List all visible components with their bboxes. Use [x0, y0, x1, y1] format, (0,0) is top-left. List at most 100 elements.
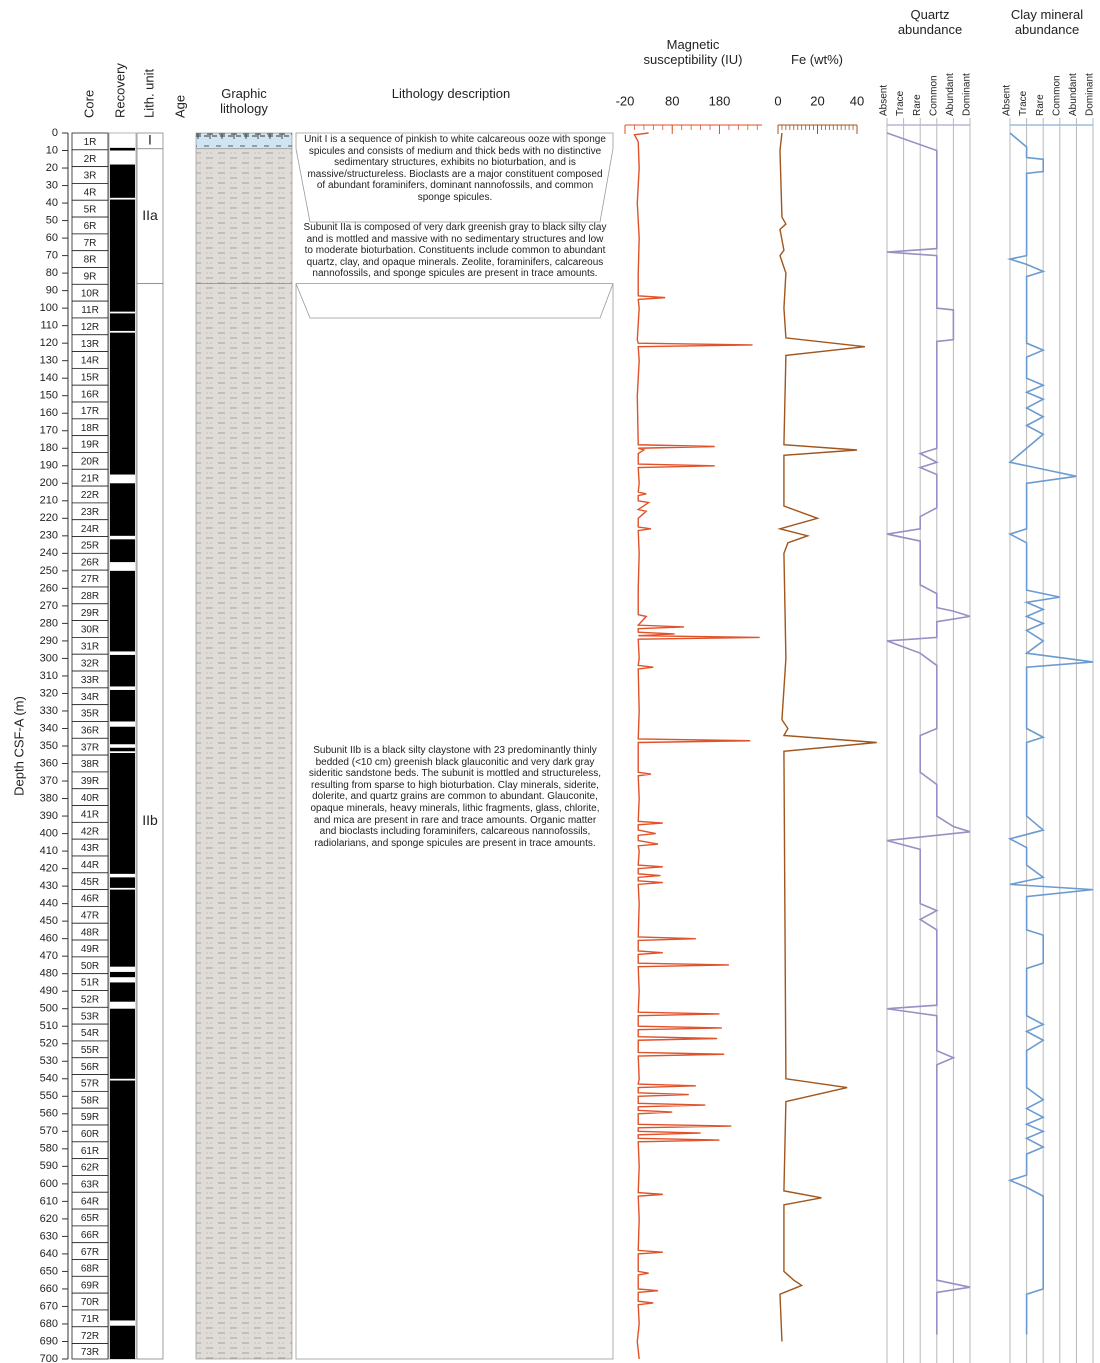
x-tick-label: Rare — [912, 94, 923, 116]
core-label: 37R — [81, 742, 99, 753]
y-tick-label: 270 — [40, 600, 58, 612]
core-label: 27R — [81, 574, 99, 585]
core-label: 68R — [81, 1264, 99, 1275]
log-line — [633, 132, 760, 1360]
core-label: 69R — [81, 1280, 99, 1291]
lith-unit-label: IIa — [142, 207, 158, 223]
recovery-bar — [110, 570, 135, 652]
recovery-bar — [110, 753, 135, 874]
core-label: 21R — [81, 473, 99, 484]
core-label: 53R — [81, 1011, 99, 1022]
core-label: 19R — [81, 440, 99, 451]
core-label: 65R — [81, 1213, 99, 1224]
y-tick-label: 0 — [52, 127, 58, 139]
y-tick-label: 140 — [40, 372, 58, 384]
recovery-bar — [110, 313, 135, 331]
column-header: Recovery — [112, 63, 127, 118]
x-tick-label: Dominant — [1085, 73, 1096, 116]
core-label: 30R — [81, 625, 99, 636]
core-label: 41R — [81, 810, 99, 821]
core-label: 46R — [81, 894, 99, 905]
core-label: 23R — [81, 507, 99, 518]
core-label: 16R — [81, 389, 99, 400]
y-tick-label: 560 — [40, 1108, 58, 1120]
y-tick-label: 230 — [40, 530, 58, 542]
core-label: 42R — [81, 826, 99, 837]
recovery-bar — [110, 982, 135, 1002]
y-tick-label: 300 — [40, 652, 58, 664]
core-label: 44R — [81, 860, 99, 871]
core-label: 25R — [81, 541, 99, 552]
core-label: 14R — [81, 356, 99, 367]
x-tick-label: -20 — [616, 93, 635, 108]
recovery-bar — [110, 654, 135, 687]
core-label: 18R — [81, 423, 99, 434]
lithology-pattern — [196, 133, 292, 149]
lith-unit — [136, 283, 164, 1360]
y-tick-label: 650 — [40, 1265, 58, 1277]
y-tick-label: 110 — [40, 320, 58, 332]
y-tick-label: 480 — [40, 968, 58, 980]
core-label: 35R — [81, 709, 99, 720]
lithology-pattern — [196, 283, 292, 1360]
y-tick-label: 550 — [40, 1090, 58, 1102]
y-tick-label: 40 — [46, 197, 58, 209]
graphic-header: Graphic lithology — [220, 86, 268, 116]
recovery-bar — [110, 1008, 135, 1079]
y-tick-label: 520 — [40, 1038, 58, 1050]
recovery-bar — [110, 147, 135, 151]
y-tick-label: 10 — [46, 144, 58, 156]
core-label: 48R — [81, 927, 99, 938]
lith-unit-label: IIb — [142, 812, 158, 828]
core-label: 60R — [81, 1129, 99, 1140]
core-label: 13R — [81, 339, 99, 350]
core-label: 55R — [81, 1045, 99, 1056]
x-tick-label: Absent — [879, 85, 890, 116]
recovery-bar — [110, 164, 135, 198]
log-line — [886, 132, 971, 1335]
core-label: 11R — [81, 305, 99, 316]
core-label: 50R — [81, 961, 99, 972]
column-header: Lith. unit — [141, 68, 156, 118]
recovery-bar — [110, 747, 135, 752]
recovery-bar — [110, 689, 135, 722]
y-tick-label: 250 — [40, 565, 58, 577]
core-label: 38R — [81, 759, 99, 770]
core-label: 59R — [81, 1112, 99, 1123]
core-label: 64R — [81, 1196, 99, 1207]
y-tick-label: 20 — [46, 162, 58, 174]
core-label: 61R — [81, 1146, 99, 1157]
core-label: 34R — [81, 692, 99, 703]
recovery-bar — [110, 971, 135, 978]
y-tick-label: 50 — [46, 214, 58, 226]
y-tick-label: 240 — [40, 547, 58, 559]
core-label: 33R — [81, 675, 99, 686]
y-tick-label: 350 — [40, 740, 58, 752]
y-tick-label: 120 — [40, 337, 58, 349]
core-label: 2R — [84, 154, 97, 165]
y-tick-label: 680 — [40, 1318, 58, 1330]
core-label: 32R — [81, 658, 99, 669]
core-label: 1R — [84, 137, 97, 148]
lith-unit — [136, 148, 164, 285]
y-tick-label: 200 — [40, 477, 58, 489]
log-title: Fe (wt%) — [791, 52, 843, 67]
core-box — [71, 1343, 109, 1360]
y-tick-label: 380 — [40, 792, 58, 804]
y-tick-label: 420 — [40, 863, 58, 875]
y-tick-label: 430 — [40, 880, 58, 892]
core-label: 4R — [84, 187, 97, 198]
core-label: 72R — [81, 1331, 99, 1342]
recovery-bar — [110, 1325, 135, 1359]
log-line — [1006, 132, 1094, 1335]
y-tick-label: 280 — [40, 617, 58, 629]
core-label: 54R — [81, 1028, 99, 1039]
core-label: 7R — [84, 238, 97, 249]
core-label: 51R — [81, 978, 99, 989]
x-tick-label: Absent — [1002, 85, 1013, 116]
lith-unit-label: I — [148, 132, 152, 148]
y-tick-label: 500 — [40, 1003, 58, 1015]
y-tick-label: 490 — [40, 985, 58, 997]
y-tick-label: 700 — [40, 1353, 58, 1363]
core-label: 73R — [81, 1347, 99, 1358]
